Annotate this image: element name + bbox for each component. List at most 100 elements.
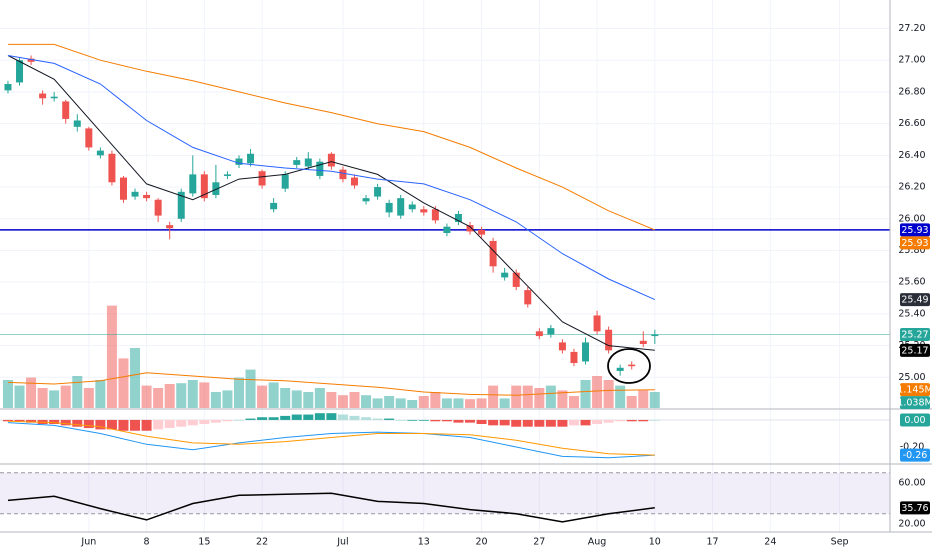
y-tick-label: 25.60 [898,277,925,288]
volume-tag: 1.145M [897,385,932,396]
candle-body [489,240,497,267]
volume-bar [49,390,60,408]
candle-body [558,342,566,351]
macd-histogram-bar [245,418,256,420]
volume-bar [199,382,210,408]
volume-bar [615,385,626,408]
volume-bar [488,385,499,408]
macd-histogram-bar [384,418,395,420]
volume-ma [7,372,655,396]
candle-body [628,364,636,367]
rsi-tag: 35.76 [901,503,928,514]
macd-tag-box [900,413,930,427]
volume-bar [580,380,591,408]
macd-histogram-bar [511,419,522,427]
candle-body [420,209,428,213]
candle-body [73,120,81,127]
macd-tag: 0.00 [904,415,925,426]
candle-body [339,169,347,180]
volume-bar [534,388,545,408]
macd-tag: -0.26 [903,450,928,461]
candle-body [119,177,127,200]
candle-body [39,93,47,99]
candle-body [270,202,278,210]
candle-body [62,101,70,119]
candle-body [431,209,439,221]
volume-bar [187,380,198,408]
volume-bar [72,376,83,408]
macd-histogram-bar [615,419,626,422]
volume-bar [453,398,464,408]
candle-body [443,226,451,234]
volume-bar [557,390,568,408]
macd-histogram-bar [407,419,418,421]
y-tick-label: 27.00 [898,55,925,66]
volume-bar [626,396,637,408]
macd-histogram-bar [303,414,314,420]
volume-bar [638,390,649,408]
x-tick-label: Aug [588,537,607,548]
price-tag: 25.93 [901,225,928,236]
macd-histogram-bar [164,419,175,429]
candle-body [374,187,382,197]
macd-tick-label: -0.20 [900,441,925,452]
candle-body [639,340,647,345]
macd-histogram-bar [418,419,429,421]
candle-body [131,191,139,197]
macd-histogram-bar [106,419,117,430]
candle-body [385,202,393,213]
volume-bar [430,392,441,408]
macd-histogram-bar [233,419,244,421]
x-tick-label: 15 [198,537,210,548]
candle-body [247,153,255,164]
candle-body [27,58,35,62]
macd-histogram-bar [453,419,464,423]
candle-body [293,160,301,165]
candle-body [258,171,266,186]
macd-histogram-bar [141,419,152,431]
price-tag: 25.17 [901,345,928,356]
price-tag-box [900,293,930,307]
macd-histogram-bar [603,419,614,423]
price-tag: 25.93 [901,238,928,249]
x-tick-label: 8 [144,537,150,548]
volume-bar [649,392,660,408]
candle-body [605,329,613,351]
y-tick-label: 26.80 [898,86,925,97]
candle-body [16,60,24,83]
x-tick-label: 17 [707,537,719,548]
volume-tag-box [900,383,930,397]
macd-line [7,422,655,459]
x-tick-label: 13 [418,537,430,548]
candle-body [466,225,474,232]
x-tick-label: 27 [533,537,545,548]
y-tick-label: 26.20 [898,182,925,193]
candle-body [616,367,624,371]
macd-histogram-bar [430,419,441,422]
candle-body [4,84,12,91]
candle-body [593,315,601,332]
macd-histogram-bar [649,419,660,421]
macd-histogram-bar [476,419,487,424]
volume-bar [499,398,510,408]
macd-histogram-bar [557,419,568,427]
macd-histogram-bar [118,419,129,431]
macd-histogram-bar [488,419,499,426]
volume-bar [361,395,372,408]
volume-bar [164,384,175,408]
y-tick-label: 25.40 [898,308,925,319]
macd-histogram-bar [337,414,348,420]
candle-body [281,174,289,189]
candle-body [454,214,462,222]
y-tick-label: 26.00 [898,213,925,224]
macd-histogram-bar [222,419,233,422]
x-tick-label: 20 [476,537,488,548]
candle-body [200,174,208,199]
macd-histogram-bar [72,419,83,427]
signal-line [7,420,655,456]
candle-body [570,351,578,364]
volume-bar [37,388,48,408]
volume-bar [441,398,452,408]
